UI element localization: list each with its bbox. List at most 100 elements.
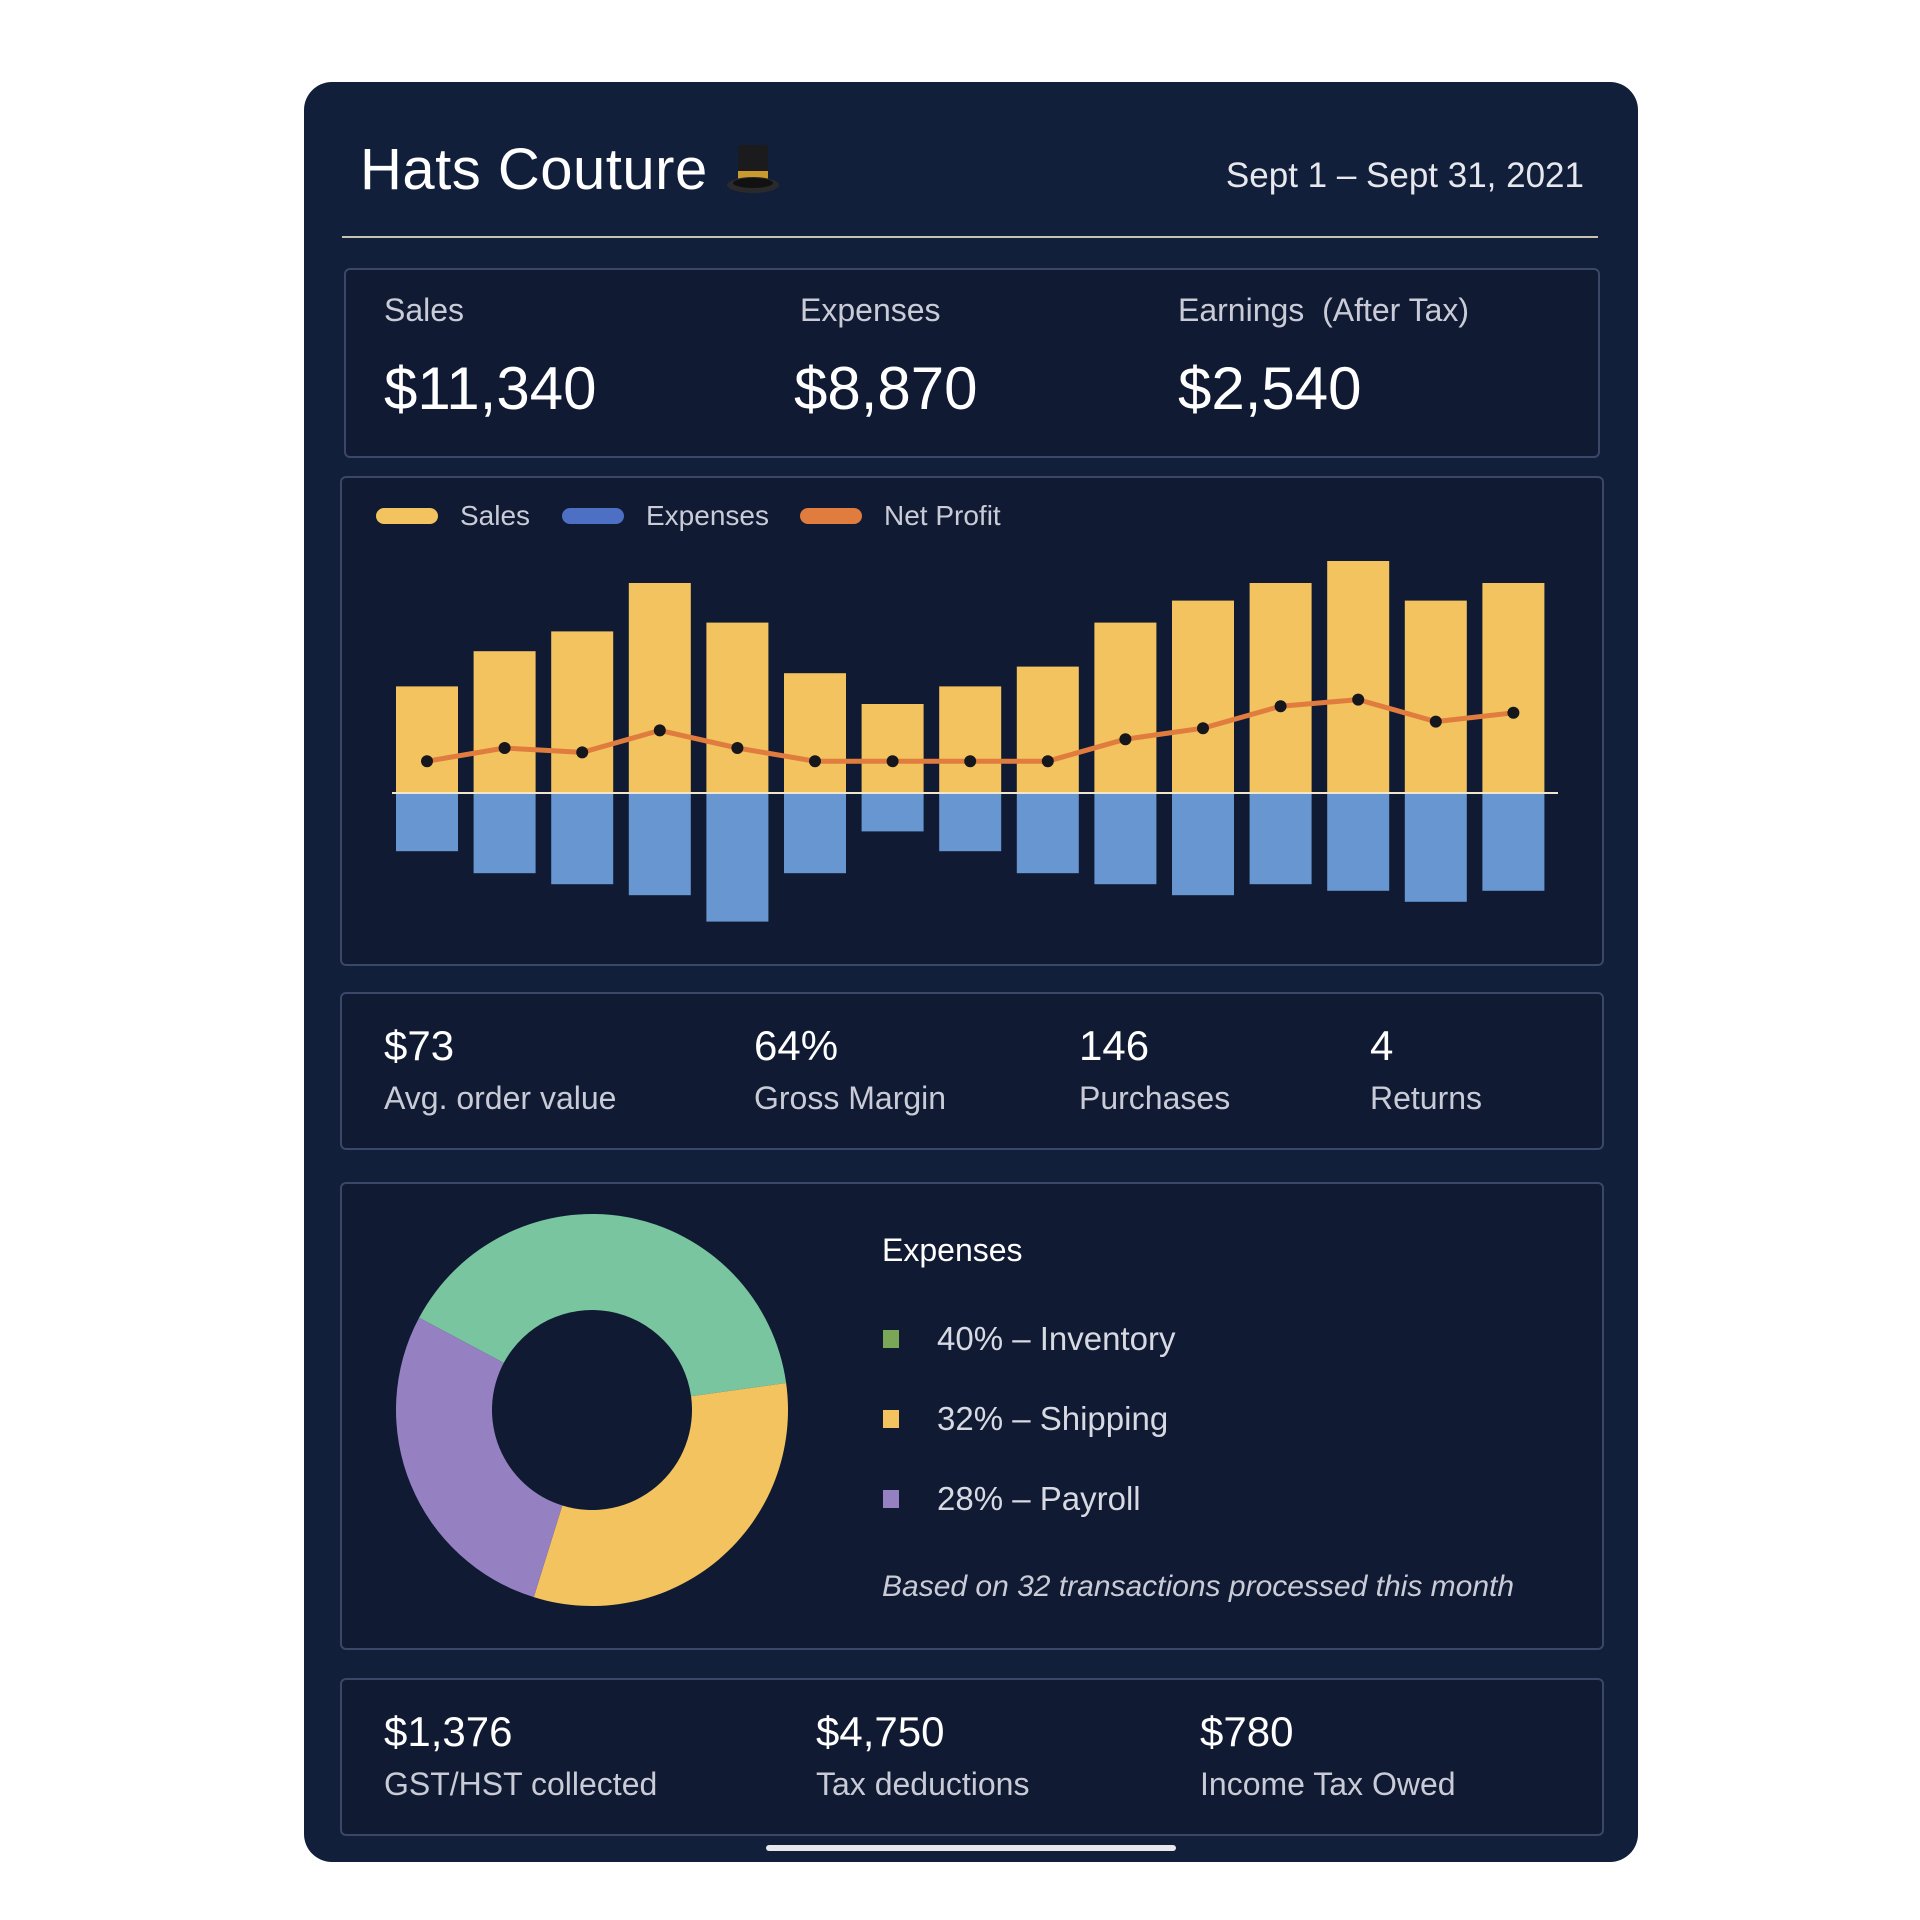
legend-expenses: Expenses [562,500,769,532]
income-tax-label: Income Tax Owed [1200,1766,1456,1802]
sales-bar [551,631,614,792]
expenses-bar [1482,794,1545,891]
sales-bar [1249,583,1312,792]
expenses-bar [628,794,691,896]
inventory-swatch [883,1330,899,1348]
tax-deductions-label: Tax deductions [816,1766,1030,1802]
net-profit-point [809,755,821,768]
expenses-bar [861,794,924,832]
income-tax-value: $780 [1200,1708,1294,1755]
expenses-bar [1404,794,1467,902]
net-profit-point [731,742,744,754]
expenses-value: $8,870 [794,355,978,422]
net-profit-point [498,742,511,754]
legend-sales-label: Sales [460,500,531,531]
net-profit-point [576,746,589,759]
purchases-value: 146 [1079,1022,1150,1069]
expense-item-shipping: 32% – Shipping [883,1400,1168,1438]
net-profit-point [1119,733,1132,746]
sales-bar [473,651,536,792]
date-range: Sept 1 – Sept 31, 2021 [1225,156,1584,195]
home-indicator[interactable] [766,1845,1176,1851]
expenses-breakdown-title: Expenses [882,1232,1023,1268]
sales-bar [1482,583,1545,792]
inventory-slice [419,1214,787,1397]
expenses-bar [473,794,536,874]
net-profit-point [421,755,433,768]
avg-order-value: $73 [384,1022,455,1069]
returns-value: 4 [1370,1022,1394,1069]
stats-card: $73 Avg. order value 64% Gross Margin 14… [340,992,1604,1150]
expenses-bar [1016,794,1079,874]
legend-sales: Sales [376,500,530,532]
expenses-bar [706,794,769,922]
net-profit-point [1197,722,1209,735]
payroll-text: 28% – Payroll [937,1480,1141,1517]
inventory-text: 40% – Inventory [937,1320,1176,1357]
net-profit-point [1507,706,1520,719]
dashboard-screen: Hats Couture Sept 1 – Sept 31, 2021 Sale… [304,82,1638,1862]
sales-bar [784,673,846,792]
net-profit-point [886,755,899,768]
tax-card: $1,376 GST/HST collected $4,750 Tax dedu… [340,1678,1604,1836]
payroll-swatch [883,1490,899,1508]
expenses-bar [1327,794,1390,891]
expenses-donut-chart [395,1214,788,1606]
chart-card: Sales Expenses Net Profit [340,476,1604,966]
payroll-slice [395,1317,563,1598]
expenses-bar [939,794,1002,852]
earnings-value: $2,540 [1178,355,1362,422]
avg-order-label: Avg. order value [384,1080,617,1116]
expenses-bar [1172,794,1234,896]
shipping-text: 32% – Shipping [937,1400,1169,1437]
header-divider [342,236,1598,238]
legend-net-profit-label: Net Profit [884,500,1001,531]
sales-expenses-chart [392,561,1558,922]
expenses-bar [1249,794,1312,885]
title-text: Hats Couture [360,137,708,202]
net-profit-point [1429,715,1442,728]
sales-bar [1404,600,1467,792]
sales-bar [939,686,1002,792]
legend-net-profit: Net Profit [800,500,1001,532]
sales-label: Sales [384,292,465,328]
summary-card: Sales $11,340 Expenses $8,870 Earnings (… [344,268,1600,458]
sales-bar [396,686,458,792]
earnings-label: Earnings (After Tax) [1178,292,1470,328]
net-profit-point [1274,700,1287,713]
net-profit-point [653,724,666,737]
transactions-note: Based on 32 transactions processed this … [882,1570,1515,1603]
net-profit-point [1352,693,1365,706]
gross-margin-value: 64% [754,1022,839,1069]
sales-bar [706,622,769,792]
expenses-bar [784,794,846,874]
expenses-bar [1094,794,1157,885]
expenses-bar [551,794,614,885]
expense-item-payroll: 28% – Payroll [883,1480,1141,1518]
sales-bar [1172,600,1234,792]
net-profit-point [1041,755,1054,768]
sales-bar [628,583,691,792]
gst-value: $1,376 [384,1708,513,1755]
gst-label: GST/HST collected [384,1766,658,1802]
expenses-label: Expenses [800,292,941,328]
legend-sales-swatch [376,508,438,524]
returns-label: Returns [1370,1080,1483,1116]
sales-bar [1094,622,1157,792]
expense-item-inventory: 40% – Inventory [883,1320,1175,1358]
sales-bar [1016,666,1079,792]
sales-value: $11,340 [384,355,597,422]
legend-net-profit-swatch [800,508,862,524]
expenses-bar [396,794,458,852]
tax-deductions-value: $4,750 [816,1708,945,1755]
gross-margin-label: Gross Margin [754,1080,947,1116]
sales-bar [861,704,924,792]
sales-bar [1327,561,1390,792]
app-title: Hats Couture [360,136,782,203]
expenses-card: Expenses 40% – Inventory 32% – Shipping … [340,1182,1604,1650]
shipping-slice [533,1382,788,1606]
purchases-label: Purchases [1079,1080,1231,1116]
shipping-swatch [883,1410,899,1428]
legend-expenses-swatch [562,508,624,524]
net-profit-point [964,755,977,768]
